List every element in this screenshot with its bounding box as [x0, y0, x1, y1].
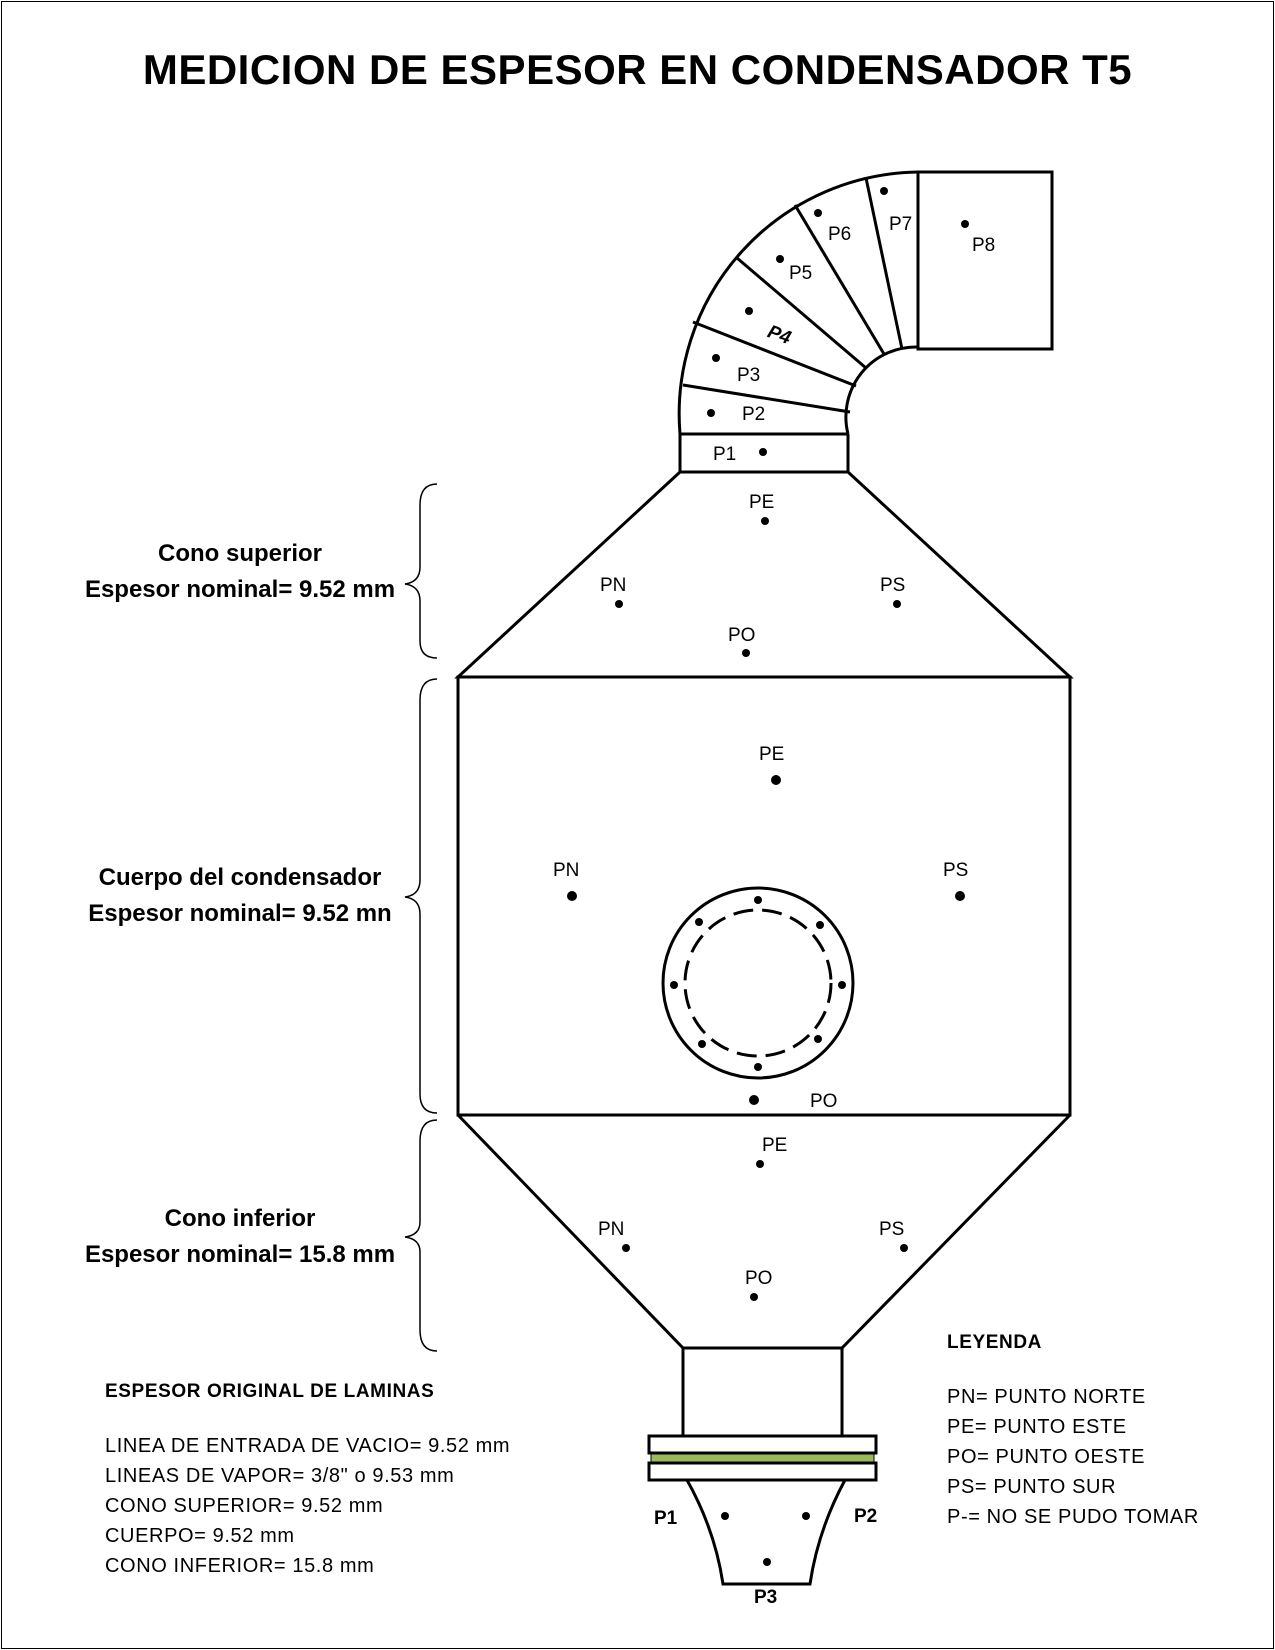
legend-line: PO= PUNTO OESTE	[947, 1446, 1146, 1468]
manway-point-marker	[670, 981, 678, 989]
flange-upper	[647, 1434, 878, 1455]
elbow-label-p1: P1	[713, 444, 736, 465]
lower-cone-ps-marker	[900, 1244, 908, 1252]
page-title: MEDICION DE ESPESOR EN CONDENSADOR T5	[142, 46, 1133, 93]
segment-line	[682, 383, 851, 414]
original-thickness-block: ESPESOR ORIGINAL DE LAMINAS LINEA DE ENT…	[105, 1381, 510, 1581]
elbow-point-p2-marker	[707, 409, 715, 417]
lower-cone-pn-label: PN	[598, 1219, 624, 1240]
original-thickness-header: ESPESOR ORIGINAL DE LAMINAS	[105, 1381, 435, 1402]
bottom-p2-label: P2	[854, 1506, 877, 1527]
manway-point-marker	[816, 921, 824, 929]
body-label: Cuerpo del condensador Espesor nominal= …	[60, 860, 420, 932]
upper-cone-po-label: PO	[728, 625, 755, 646]
upper-cone-thickness: Espesor nominal= 9.52 mm	[84, 576, 396, 603]
segment-line	[793, 204, 886, 355]
body-po-label: PO	[810, 1091, 837, 1112]
flange-gasket	[650, 1453, 875, 1463]
elbow-label-p2: P2	[742, 404, 765, 425]
elbow-point-p3-marker	[712, 354, 720, 362]
original-thickness-line: CONO INFERIOR= 15.8 mm	[105, 1555, 375, 1577]
body-ps-marker	[955, 891, 965, 901]
condenser-body	[456, 675, 1072, 1117]
brace-lower-cone	[404, 1119, 438, 1352]
bottom-reducer	[685, 1479, 847, 1586]
lower-cone-ps-label: PS	[879, 1219, 904, 1240]
lower-cone-pn-marker	[622, 1244, 630, 1252]
manway-point-marker	[838, 981, 846, 989]
body-ps-label: PS	[943, 860, 968, 881]
bottom-p3-marker	[763, 1558, 771, 1566]
manway-point-marker	[698, 1040, 706, 1048]
elbow-label-p5: P5	[789, 263, 812, 284]
upper-cone-po-marker	[742, 649, 750, 657]
segment-line	[864, 177, 904, 350]
body-name: Cuerpo del condensador	[98, 864, 382, 891]
elbow-label-p3: P3	[737, 365, 760, 386]
elbow-point-p8-marker	[961, 220, 969, 228]
manway-point-marker	[754, 896, 762, 904]
lower-cone-thickness: Espesor nominal= 15.8 mm	[84, 1241, 396, 1268]
lower-cone-po-label: PO	[745, 1268, 772, 1289]
elbow-label-p4: P4	[765, 321, 794, 349]
legend-block: LEYENDA PN= PUNTO NORTE PE= PUNTO ESTE P…	[947, 1332, 1199, 1532]
elbow-label-p6: P6	[828, 224, 851, 245]
bottom-pipe	[681, 1346, 844, 1438]
manway-point-marker	[754, 1063, 762, 1071]
lower-cone-label: Cono inferior Espesor nominal= 15.8 mm	[60, 1201, 420, 1273]
body-pe-marker	[771, 775, 781, 785]
bottom-p2-marker	[802, 1512, 810, 1520]
manway-outer-circle	[661, 886, 855, 1080]
upper-cone-label: Cono superior Espesor nominal= 9.52 mm	[60, 536, 420, 608]
elbow-point-p6-marker	[814, 209, 822, 217]
brace-upper-cone	[404, 483, 438, 659]
bottom-p1-marker	[721, 1512, 729, 1520]
bottom-p3-label: P3	[754, 1587, 777, 1608]
upper-cone-pn-label: PN	[600, 575, 626, 596]
elbow-point-p7-marker	[880, 187, 888, 195]
legend-line: PE= PUNTO ESTE	[947, 1416, 1127, 1438]
elbow-label-p8: P8	[972, 235, 995, 256]
body-thickness: Espesor nominal= 9.52 mn	[88, 900, 392, 927]
flange-lower	[647, 1461, 878, 1482]
bottom-p1-label: P1	[654, 1508, 678, 1529]
upper-cone-pe-label: PE	[749, 492, 774, 513]
original-thickness-line: CONO SUPERIOR= 9.52 mm	[105, 1495, 384, 1517]
elbow-point-p1-marker	[759, 448, 767, 456]
manway-point-marker	[695, 918, 703, 926]
legend-header: LEYENDA	[947, 1332, 1042, 1353]
segment-line	[736, 256, 867, 370]
elbow-label-p7: P7	[889, 214, 912, 235]
segment-line	[692, 320, 857, 388]
manway-bolt-circle	[683, 908, 833, 1058]
upper-cone-ps-label: PS	[880, 575, 905, 596]
elbow-point-p5-marker	[776, 255, 784, 263]
lower-cone-po-marker	[750, 1293, 758, 1301]
original-thickness-line: LINEAS DE VAPOR= 3/8" o 9.53 mm	[105, 1465, 455, 1487]
body-pn-marker	[567, 891, 577, 901]
original-thickness-line: LINEA DE ENTRADA DE VACIO= 9.52 mm	[105, 1435, 511, 1457]
legend-line: P-= NO SE PUDO TOMAR	[947, 1506, 1199, 1528]
body-pe-label: PE	[759, 744, 784, 765]
original-thickness-line: CUERPO= 9.52 mm	[105, 1525, 295, 1547]
upper-cone-name: Cono superior	[157, 540, 322, 567]
elbow-outlet-box	[916, 170, 1054, 351]
body-pn-label: PN	[553, 860, 579, 881]
legend-line: PN= PUNTO NORTE	[947, 1386, 1146, 1408]
legend-line: PS= PUNTO SUR	[947, 1476, 1117, 1498]
elbow-point-p4-marker	[745, 307, 753, 315]
elbow-outer-arc	[677, 170, 919, 435]
upper-cone-ps-marker	[893, 600, 901, 608]
lower-cone-pe-label: PE	[762, 1135, 787, 1156]
brace-body	[404, 678, 438, 1114]
body-po-marker	[749, 1095, 759, 1105]
upper-cone-pe-marker	[761, 517, 769, 525]
upper-cone-pn-marker	[615, 600, 623, 608]
lower-cone-name: Cono inferior	[164, 1205, 316, 1232]
lower-cone-pe-marker	[756, 1160, 764, 1168]
manway-point-marker	[814, 1035, 822, 1043]
